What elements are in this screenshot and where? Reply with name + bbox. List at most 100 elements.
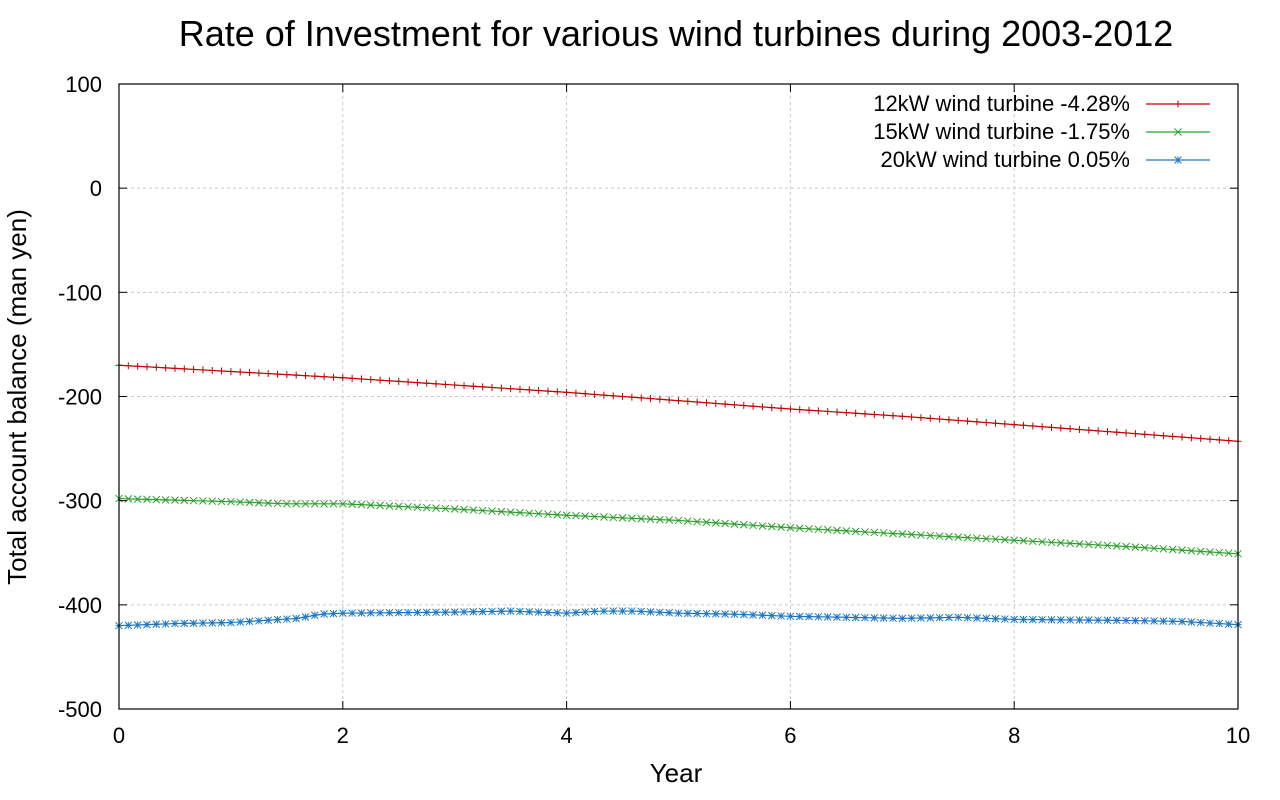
data-point xyxy=(1150,544,1158,553)
y-tick-label: -400 xyxy=(58,593,102,618)
legend-entry-15kw: 15kW wind turbine -1.75% xyxy=(873,119,1210,144)
data-point xyxy=(180,619,189,628)
data-point xyxy=(366,501,375,509)
legend: 12kW wind turbine -4.28% 15kW wind turbin… xyxy=(873,91,1210,172)
data-point xyxy=(1197,435,1205,443)
data-point xyxy=(675,397,682,405)
data-point xyxy=(227,618,235,627)
y-tick-label: -500 xyxy=(58,697,102,722)
data-point xyxy=(572,389,580,397)
data-point xyxy=(133,621,142,629)
data-point xyxy=(478,506,487,515)
data-point xyxy=(814,407,822,415)
x-tick-label: 0 xyxy=(113,723,125,748)
data-point xyxy=(786,523,795,532)
data-point xyxy=(665,516,674,524)
data-point xyxy=(1215,619,1224,628)
data-point xyxy=(628,514,636,523)
data-point xyxy=(152,620,161,629)
data-point xyxy=(665,608,674,617)
data-point xyxy=(376,501,384,510)
y-tick-label: -300 xyxy=(58,489,102,514)
data-point xyxy=(516,385,524,393)
data-point xyxy=(506,508,515,516)
data-point xyxy=(991,614,1000,623)
data-point xyxy=(320,373,328,381)
data-point xyxy=(665,396,673,404)
data-point xyxy=(1047,615,1056,624)
data-point xyxy=(506,607,515,615)
data-point xyxy=(544,387,552,395)
data-point xyxy=(488,607,496,616)
data-point xyxy=(329,609,338,618)
data-point xyxy=(1029,422,1037,430)
data-point xyxy=(982,614,991,623)
data-point xyxy=(963,613,972,622)
data-point xyxy=(553,510,562,519)
data-point xyxy=(600,513,608,521)
data-point xyxy=(926,614,935,622)
data-point xyxy=(1056,539,1065,547)
data-point xyxy=(833,526,841,535)
data-point xyxy=(637,607,646,616)
x-tick-label: 2 xyxy=(337,723,349,748)
data-point xyxy=(581,390,589,398)
data-point xyxy=(338,609,347,618)
data-point xyxy=(245,617,254,626)
data-point xyxy=(162,364,170,372)
data-point xyxy=(348,500,356,509)
data-point xyxy=(936,415,944,423)
data-point xyxy=(1057,424,1065,432)
data-point xyxy=(1206,619,1214,627)
data-point xyxy=(544,510,552,519)
data-point xyxy=(786,405,794,413)
data-point xyxy=(702,518,711,527)
data-point xyxy=(758,522,767,530)
data-point xyxy=(973,614,981,622)
data-point xyxy=(1038,537,1047,546)
data-point xyxy=(581,608,590,616)
series-20kw-wind-turbine xyxy=(115,607,1242,630)
data-point xyxy=(795,524,804,533)
data-point xyxy=(618,607,627,615)
data-point xyxy=(348,374,356,382)
data-point xyxy=(851,613,860,622)
data-point xyxy=(553,608,562,617)
data-point xyxy=(889,614,897,623)
data-point xyxy=(1174,100,1182,108)
data-point xyxy=(758,611,767,620)
data-point xyxy=(1010,615,1019,624)
data-point xyxy=(339,374,347,382)
data-point xyxy=(460,505,468,514)
data-point xyxy=(684,397,692,405)
data-point xyxy=(926,414,934,422)
data-point xyxy=(768,404,776,412)
data-point xyxy=(208,619,217,627)
data-point xyxy=(441,380,449,388)
data-point xyxy=(749,402,757,410)
data-point xyxy=(124,494,133,503)
data-point xyxy=(282,499,291,508)
data-point xyxy=(507,385,515,393)
data-point xyxy=(385,608,394,617)
data-point xyxy=(217,497,226,506)
data-point xyxy=(1122,616,1130,625)
data-point xyxy=(982,534,991,543)
data-point xyxy=(236,368,244,376)
data-point xyxy=(385,377,393,385)
data-point xyxy=(134,362,142,370)
data-point xyxy=(264,499,273,507)
data-point xyxy=(655,608,664,617)
x-tick-label: 10 xyxy=(1226,723,1250,748)
data-point xyxy=(124,362,132,370)
data-point xyxy=(199,619,207,627)
data-point xyxy=(451,381,459,389)
data-point xyxy=(646,515,655,524)
data-point xyxy=(152,495,161,504)
data-point xyxy=(572,511,580,520)
data-point xyxy=(357,609,366,617)
data-point xyxy=(935,613,944,622)
data-point xyxy=(432,380,440,388)
data-point xyxy=(376,608,384,617)
data-point xyxy=(1168,617,1177,626)
